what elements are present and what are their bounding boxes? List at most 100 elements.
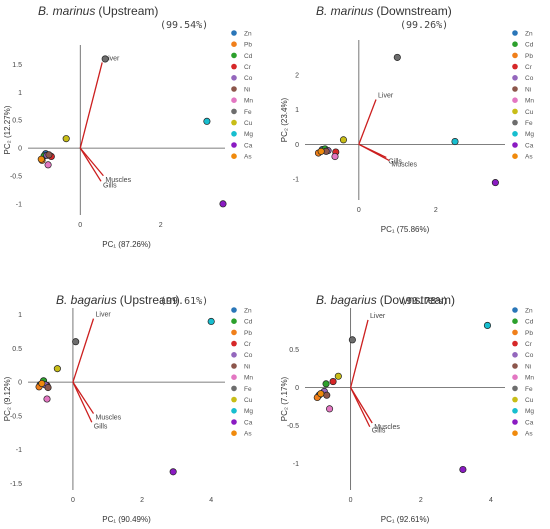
x-axis-label: PC₁ (90.49%) bbox=[102, 515, 151, 524]
legend-entry: Pb bbox=[525, 330, 533, 337]
legend-marker bbox=[231, 408, 237, 414]
data-point-as bbox=[38, 379, 46, 388]
legend-entry: Cd bbox=[244, 53, 253, 60]
data-point-mn bbox=[44, 161, 52, 169]
data-point-mg bbox=[483, 321, 492, 329]
legend-marker bbox=[231, 340, 237, 347]
legend-marker bbox=[231, 75, 237, 81]
legend-entry: Ni bbox=[244, 363, 250, 370]
x-tick-label: 4 bbox=[489, 497, 493, 504]
y-tick-label: 0.5 bbox=[289, 347, 299, 354]
vector-label: Gills bbox=[103, 182, 117, 189]
legend-marker bbox=[512, 75, 518, 81]
legend-entry: Cu bbox=[244, 120, 253, 127]
vector-label: Muscles bbox=[374, 424, 400, 431]
y-tick-label: -1 bbox=[293, 177, 299, 184]
x-tick-label: 0 bbox=[78, 222, 82, 229]
x-tick-label: 2 bbox=[140, 497, 144, 504]
legend-marker bbox=[231, 30, 237, 36]
x-tick-label: 4 bbox=[209, 497, 213, 504]
legend-marker bbox=[231, 419, 237, 425]
legend-entry: Fe bbox=[525, 120, 533, 127]
vector-label: Liver bbox=[378, 92, 394, 99]
legend-marker bbox=[512, 41, 518, 47]
species-name: B. marinus bbox=[38, 4, 95, 18]
legend-marker bbox=[512, 63, 518, 70]
vector-label: Muscles bbox=[391, 162, 417, 169]
data-point-ni bbox=[44, 383, 52, 392]
legend-entry: Co bbox=[244, 75, 253, 82]
x-axis-label: PC₁ (87.26%) bbox=[102, 240, 151, 249]
legend-marker bbox=[512, 430, 518, 437]
y-tick-label: 0 bbox=[18, 146, 22, 153]
data-point-as bbox=[317, 147, 325, 155]
y-axis-label: PC₂ (23.4%) bbox=[280, 97, 289, 142]
data-point-cr bbox=[329, 378, 337, 386]
legend-entry: Zn bbox=[244, 30, 252, 37]
data-point-ni bbox=[45, 151, 53, 159]
site-name: (Downstream) bbox=[376, 4, 451, 18]
data-point-ni bbox=[323, 391, 331, 399]
y-tick-label: 1 bbox=[18, 90, 22, 97]
legend-entry: Pb bbox=[525, 53, 533, 60]
legend-entry: Cr bbox=[525, 341, 533, 348]
legend-marker bbox=[231, 119, 237, 126]
legend-marker bbox=[512, 30, 518, 36]
legend-entry: Zn bbox=[525, 30, 533, 37]
data-point-mn bbox=[331, 152, 339, 161]
x-tick-label: 0 bbox=[357, 207, 361, 214]
loading-vector bbox=[349, 319, 369, 388]
legend-entry: Ca bbox=[525, 419, 534, 426]
legend-marker bbox=[231, 430, 237, 437]
legend-marker bbox=[512, 396, 518, 403]
data-point-fe bbox=[72, 338, 80, 346]
y-tick-label: 0 bbox=[295, 142, 299, 149]
legend-entry: Cd bbox=[244, 319, 253, 326]
legend-entry: Cu bbox=[525, 109, 534, 116]
legend-entry: Mn bbox=[244, 98, 253, 105]
legend-entry: Cd bbox=[525, 42, 534, 49]
site-name: (Upstream) bbox=[120, 293, 180, 307]
legend-marker bbox=[231, 131, 237, 137]
total-variance: (99.54%) bbox=[160, 20, 208, 31]
loading-vector bbox=[358, 143, 390, 162]
data-point-cu bbox=[53, 365, 61, 373]
loading-vector bbox=[79, 147, 104, 177]
site-name: (Upstream) bbox=[98, 4, 158, 18]
y-tick-label: -0.5 bbox=[287, 423, 299, 430]
x-axis-label: PC₁ (92.61%) bbox=[381, 515, 430, 524]
y-tick-label: -0.5 bbox=[10, 413, 22, 420]
data-point-as bbox=[317, 390, 325, 398]
legend-marker bbox=[231, 307, 237, 313]
legend-marker bbox=[231, 396, 237, 403]
legend-entry: Ca bbox=[244, 419, 253, 426]
x-tick-label: 0 bbox=[349, 497, 353, 504]
y-axis-label: PC₂ (7.17%) bbox=[280, 376, 289, 421]
site-name: (Downstream) bbox=[380, 293, 455, 307]
data-point-mg bbox=[203, 117, 211, 125]
x-tick-label: 2 bbox=[419, 497, 423, 504]
x-tick-label: 2 bbox=[434, 207, 438, 214]
legend-entry: As bbox=[244, 154, 252, 161]
legend-marker bbox=[512, 318, 518, 325]
legend-entry: Cr bbox=[244, 64, 252, 71]
species-name: B. marinus bbox=[316, 4, 373, 18]
legend-marker bbox=[231, 108, 237, 115]
y-tick-label: 0 bbox=[295, 385, 299, 392]
legend-marker bbox=[231, 318, 237, 325]
legend-marker bbox=[231, 329, 237, 336]
legend-entry: As bbox=[525, 431, 533, 438]
data-point-ca bbox=[219, 200, 227, 208]
y-tick-label: 2 bbox=[295, 72, 299, 79]
legend-marker bbox=[512, 131, 518, 137]
data-point-cu bbox=[334, 372, 342, 380]
legend-entry: Zn bbox=[525, 307, 533, 314]
loading-vector bbox=[79, 147, 102, 182]
legend-entry: Co bbox=[525, 352, 534, 359]
legend-entry: Mg bbox=[244, 408, 253, 415]
total-variance: (99.78%) bbox=[400, 296, 448, 307]
y-tick-label: -1 bbox=[16, 447, 22, 454]
legend-marker bbox=[231, 97, 237, 103]
panel-4: B. bagarius (Downstream)(99.78%) 0 2 4 -1 -0.5… bbox=[280, 293, 534, 524]
